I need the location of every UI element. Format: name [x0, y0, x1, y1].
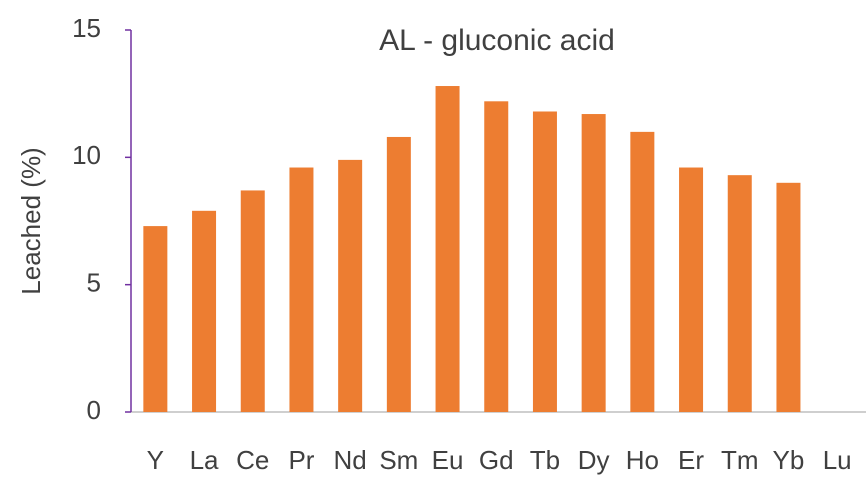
- bar: [484, 101, 509, 412]
- bar: [386, 136, 411, 412]
- x-tick-label: Gd: [479, 445, 514, 475]
- x-tick-label: Er: [678, 445, 704, 475]
- y-tick-label: 10: [72, 140, 101, 170]
- x-tick-label: Lu: [823, 445, 852, 475]
- chart-title: AL - gluconic acid: [379, 24, 615, 57]
- bar: [143, 226, 168, 412]
- x-tick-label: Tb: [530, 445, 560, 475]
- x-tick-label: Eu: [432, 445, 464, 475]
- x-tick-label: Yb: [773, 445, 805, 475]
- bar: [338, 159, 363, 412]
- bar: [289, 167, 314, 412]
- x-tick-label: Dy: [578, 445, 610, 475]
- bar: [679, 167, 704, 412]
- bar: [240, 190, 265, 412]
- y-tick-label: 0: [87, 395, 101, 425]
- bar: [435, 86, 460, 412]
- bar: [192, 210, 217, 412]
- y-tick-label: 5: [87, 268, 101, 298]
- bar: [581, 114, 606, 412]
- x-tick-label: Nd: [334, 445, 367, 475]
- bar: [776, 182, 801, 412]
- x-tick-label: Y: [147, 445, 164, 475]
- x-tick-label: Ho: [626, 445, 659, 475]
- x-tick-label: Ce: [236, 445, 269, 475]
- bar: [532, 111, 557, 412]
- y-tick-label: 15: [72, 13, 101, 43]
- y-axis-label: Leached (%): [16, 147, 46, 294]
- bar: [727, 175, 752, 412]
- x-tick-label: Tm: [721, 445, 759, 475]
- x-tick-label: La: [190, 445, 219, 475]
- x-tick-label: Sm: [379, 445, 418, 475]
- x-tick-label: Pr: [288, 445, 314, 475]
- bar: [630, 131, 655, 412]
